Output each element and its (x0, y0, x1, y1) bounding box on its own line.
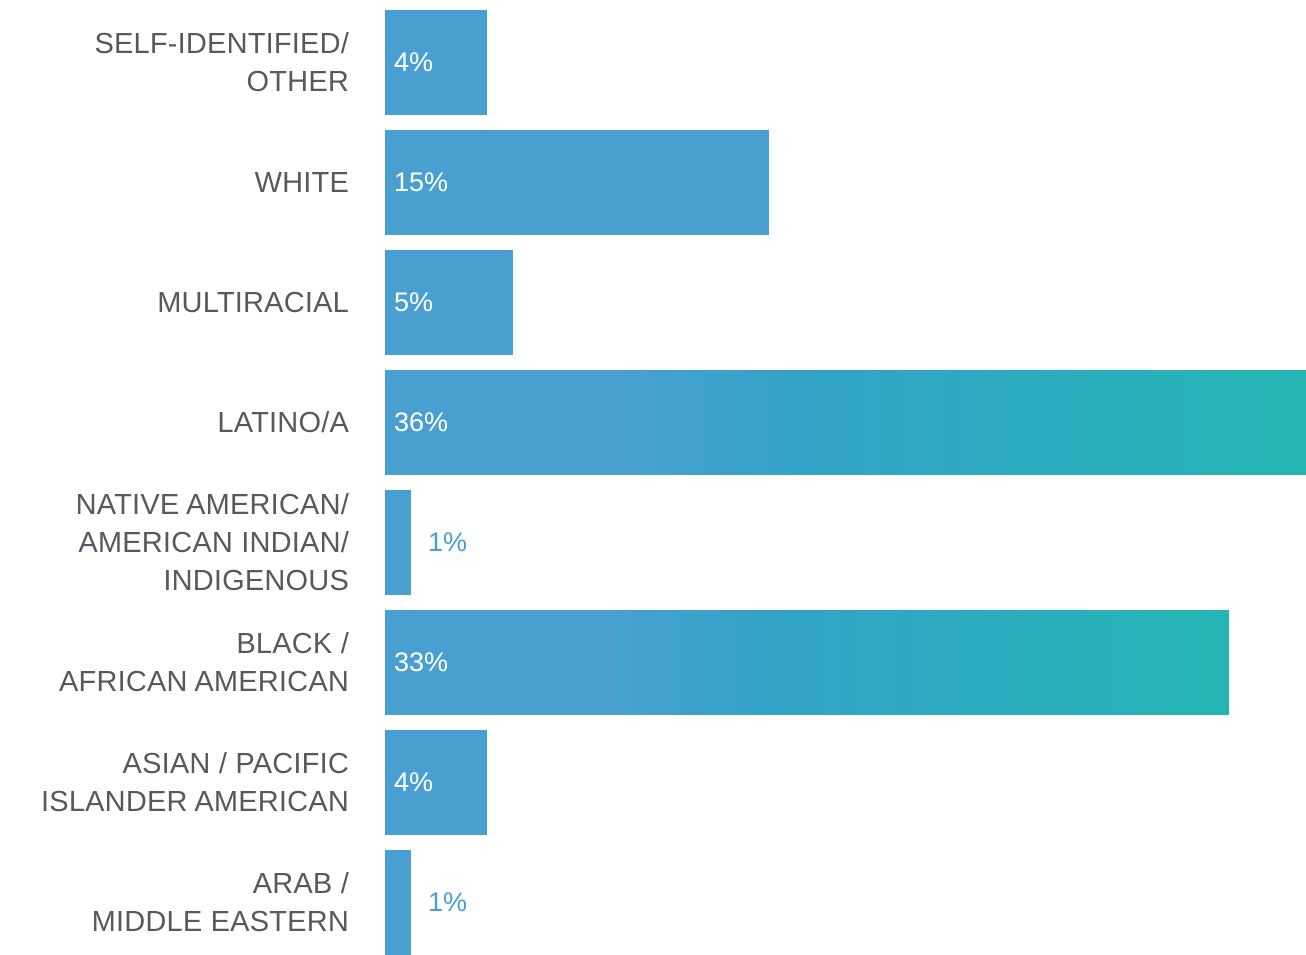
category-label: SELF-IDENTIFIED/ OTHER (94, 27, 349, 98)
bar (385, 10, 487, 115)
bar (385, 730, 487, 835)
bar (385, 370, 1306, 475)
value-label: 4% (394, 47, 434, 77)
bar (385, 850, 411, 955)
value-label: 5% (394, 287, 434, 317)
value-label: 36% (394, 407, 449, 437)
bar (385, 490, 411, 595)
bar (385, 250, 513, 355)
category-label: NATIVE AMERICAN/ AMERICAN INDIAN/ INDIGE… (75, 488, 349, 597)
value-label: 4% (394, 767, 434, 797)
value-label: 33% (394, 647, 449, 677)
value-label: 15% (394, 167, 449, 197)
category-label: LATINO/A (217, 406, 349, 439)
category-label: ARAB / MIDDLE EASTERN (91, 867, 349, 938)
category-label: BLACK / AFRICAN AMERICAN (58, 627, 349, 698)
category-label: MULTIRACIAL (157, 286, 349, 319)
bar (385, 130, 769, 235)
bar (385, 610, 1229, 715)
category-label: ASIAN / PACIFIC ISLANDER AMERICAN (41, 747, 349, 818)
value-label: 1% (428, 527, 468, 557)
value-label: 1% (428, 887, 468, 917)
category-label: WHITE (254, 166, 349, 199)
